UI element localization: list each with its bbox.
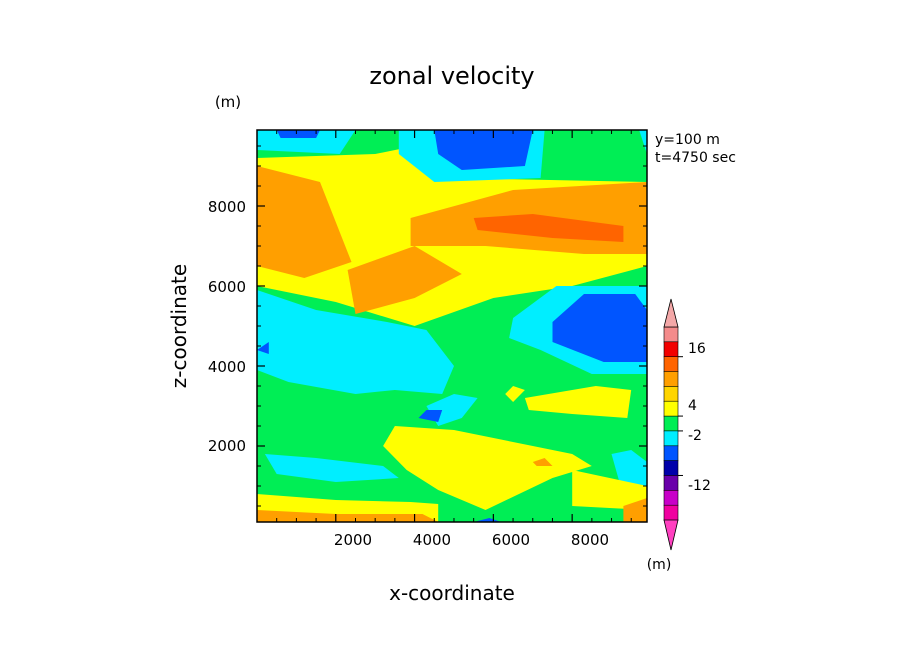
colorbar-swatch-6 — [663, 415, 679, 432]
y-tick-label-8000: 8000 — [208, 198, 246, 216]
contour-region-blue-26 — [473, 518, 502, 522]
colorbar-swatch-8 — [663, 445, 679, 462]
y-tick-label-4000: 4000 — [208, 358, 246, 376]
colorbar-swatch-10 — [663, 475, 679, 491]
contour-region-yellow-17 — [524, 386, 632, 418]
contour-region-yellow-22 — [572, 470, 647, 510]
contour-region-red-orange-4 — [473, 214, 624, 242]
colorbar-swatch-5 — [663, 400, 679, 417]
colorbar-swatch-0 — [663, 326, 679, 343]
plot-area — [256, 129, 648, 523]
colorbar-swatch-4 — [663, 386, 679, 402]
colorbar-label-neg2: -2 — [688, 428, 702, 444]
x-tick-label-2000: 2000 — [334, 531, 372, 549]
colorbar-swatch-12 — [663, 504, 679, 521]
y-tick-label-2000: 2000 — [208, 437, 246, 455]
y-tick-label-6000: 6000 — [208, 278, 246, 296]
annotation-y: y=100 m — [655, 132, 720, 148]
y-axis-label: z-coordinate — [167, 264, 191, 388]
contour-region-blue-14 — [418, 410, 443, 422]
colorbar-label-4: 4 — [688, 398, 697, 414]
colorbar-extend-bottom — [663, 519, 679, 551]
x-axis-label: x-coordinate — [389, 581, 515, 605]
x-tick-label-8000: 8000 — [571, 531, 609, 549]
colorbar-swatch-7 — [663, 430, 679, 447]
colorbar-extend-top — [663, 298, 679, 328]
contour-region-cyan-19 — [264, 454, 399, 482]
contour-region-orange-25 — [532, 458, 553, 466]
contour-region-blue-11 — [552, 294, 647, 362]
chart-title: zonal velocity — [369, 62, 534, 90]
x-tick-label-4000: 4000 — [413, 531, 451, 549]
x-tick-label-6000: 6000 — [492, 531, 530, 549]
contour-region-cyan-7 — [639, 130, 647, 154]
contour-region-orange-24 — [623, 498, 647, 522]
colorbar-swatch-3 — [663, 371, 679, 387]
colorbar-label-16: 16 — [688, 341, 706, 357]
contour-region-blue-15 — [257, 342, 269, 354]
y-unit-label: (m) — [215, 93, 241, 111]
contour-region-blue-9 — [276, 130, 320, 138]
colorbar-swatch-1 — [663, 341, 679, 358]
colorbar-swatch-11 — [663, 489, 679, 506]
contour-region-blue-8 — [434, 130, 533, 170]
contour-region-orange-3 — [347, 246, 462, 314]
contour-region-yellow-18 — [505, 386, 525, 402]
contour-region-yellow-16 — [383, 426, 592, 510]
colorbar-unit-label: (m) — [647, 557, 672, 573]
contour-region-orange-23 — [257, 510, 439, 522]
colorbar-label-neg12: -12 — [688, 478, 711, 494]
contour-region-cyan-20 — [611, 450, 647, 486]
annotation-t: t=4750 sec — [655, 150, 736, 166]
colorbar — [663, 298, 683, 551]
colorbar-swatch-9 — [663, 460, 679, 477]
colorbar-swatch-2 — [663, 356, 679, 373]
contour-region-cyan-12 — [257, 290, 454, 394]
contour-region-orange-1 — [257, 166, 352, 278]
